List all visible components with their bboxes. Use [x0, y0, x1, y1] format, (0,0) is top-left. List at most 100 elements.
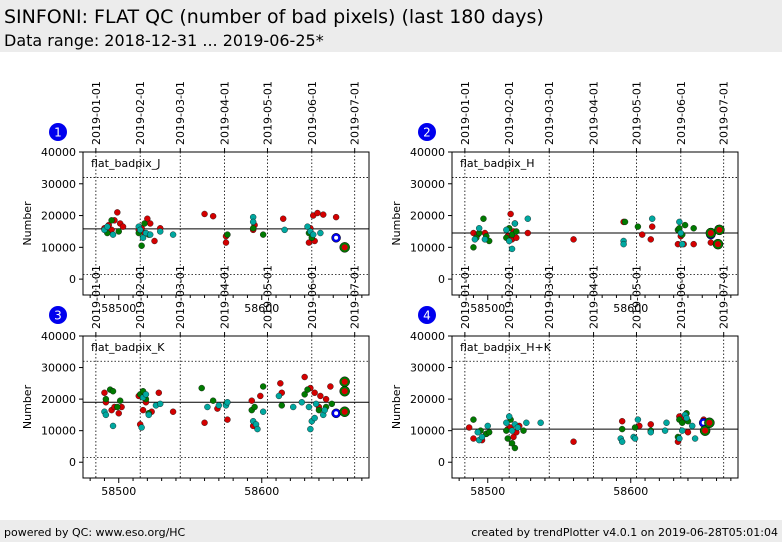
panel-4: 2019-01-01 2019-02-01 2019-03-01 2019-04-01… — [390, 265, 739, 498]
data-point-cyan — [503, 419, 510, 426]
data-point-green — [621, 218, 629, 226]
data-point-cyan — [307, 425, 314, 433]
data-point-red — [280, 215, 287, 222]
data-point-green — [249, 225, 257, 232]
data-point-cyan — [310, 231, 317, 238]
data-point-red — [147, 220, 154, 227]
date-tick-label: 2019-05-01 — [261, 81, 274, 145]
data-point-cyan — [471, 236, 479, 243]
data-point-green — [115, 228, 122, 235]
date-tick-label: 2019-07-01 — [718, 81, 731, 145]
data-point-red — [169, 408, 177, 415]
data-point-green — [508, 440, 516, 447]
data-point-cyan — [249, 218, 257, 226]
data-point-cyan — [254, 425, 261, 433]
data-point-green — [109, 388, 117, 395]
y-axis-label: Number — [21, 201, 34, 246]
data-point-cyan — [109, 231, 117, 238]
x-tick-label: 58500 — [101, 302, 136, 315]
date-tick-label: 2019-02-01 — [503, 81, 516, 145]
data-point-red — [248, 397, 255, 404]
data-point-green — [470, 244, 477, 251]
data-point-cyan — [663, 419, 670, 426]
y-tick-label: 30000 — [41, 178, 76, 191]
data-point-cyan — [259, 408, 267, 415]
data-point-red — [201, 419, 208, 426]
data-point-cyan — [298, 399, 305, 406]
x-tick-label: 58500 — [470, 302, 505, 315]
data-point-red — [320, 211, 327, 218]
data-point-cyan — [305, 403, 313, 411]
panel-number-badge — [418, 306, 436, 324]
highlight-point-inner — [706, 419, 713, 426]
y-tick-label: 10000 — [41, 241, 76, 254]
data-point-cyan — [311, 414, 318, 422]
footer-bar: powered by QC: www.eso.org/HC created by… — [0, 520, 782, 542]
data-point-cyan — [204, 403, 211, 411]
y-tick-label: 10000 — [410, 241, 445, 254]
plot-frame — [82, 151, 370, 296]
data-point-cyan — [104, 223, 111, 230]
data-point-cyan — [631, 435, 639, 442]
data-point-cyan — [523, 419, 530, 426]
date-tick-label: 2019-02-01 — [503, 265, 516, 329]
y-tick-label: 30000 — [41, 362, 76, 375]
data-point-cyan — [474, 429, 481, 436]
data-point-cyan — [676, 218, 683, 226]
data-point-red — [638, 231, 646, 238]
panel-label: flat_badpix_J — [91, 157, 160, 170]
data-point-red — [115, 410, 122, 417]
data-point-green — [480, 215, 487, 222]
data-point-red — [311, 389, 318, 396]
date-tick-label: 2019-01-01 — [459, 81, 472, 145]
data-point-red — [465, 424, 473, 431]
chart-area: 2019-01-01 2019-02-01 2019-03-01 2019-04-01… — [21, 81, 739, 498]
data-point-cyan — [679, 240, 686, 248]
data-point-cyan — [145, 411, 152, 419]
y-tick-label: 30000 — [410, 178, 445, 191]
data-point-green — [108, 217, 115, 224]
data-point-red — [647, 236, 654, 243]
data-point-red — [257, 392, 264, 400]
data-point-red — [470, 435, 477, 442]
y-tick-label: 40000 — [410, 330, 445, 343]
highlight-point-inner — [341, 378, 348, 385]
panel-number: 4 — [423, 309, 431, 323]
data-point-green — [116, 397, 124, 404]
data-point-green — [304, 386, 311, 393]
data-point-cyan — [281, 226, 288, 234]
date-tick-label: 2019-01-01 — [90, 81, 103, 145]
panel-number: 1 — [54, 126, 62, 140]
data-point-cyan — [142, 391, 150, 398]
date-tick-label: 2019-07-01 — [349, 81, 362, 145]
data-point-green — [102, 395, 110, 403]
latest-point-center — [334, 235, 339, 240]
data-point-green — [315, 406, 323, 414]
data-range-subtitle: Data range: 2018-12-31 ... 2019-06-25* — [4, 31, 324, 50]
data-point-red — [119, 223, 127, 230]
data-point-cyan — [317, 229, 324, 237]
date-tick-label: 2019-05-01 — [261, 265, 274, 329]
panel-1: 2019-01-01 2019-02-01 2019-03-01 2019-04-01… — [21, 81, 370, 315]
data-point-cyan — [484, 422, 491, 430]
data-point-cyan — [275, 392, 283, 400]
y-tick-label: 20000 — [410, 210, 445, 223]
plot-frame — [451, 151, 739, 296]
data-point-cyan — [506, 413, 513, 420]
data-point-cyan — [620, 240, 627, 248]
data-point-red — [332, 213, 340, 221]
data-point-cyan — [321, 406, 328, 414]
y-tick-label: 0 — [438, 273, 445, 286]
data-point-green — [681, 221, 689, 229]
panel-2: 2019-01-01 2019-02-01 2019-03-01 2019-04-01… — [390, 81, 739, 315]
highlight-point-inner — [707, 230, 714, 237]
data-point-cyan — [312, 400, 320, 408]
data-point-cyan — [147, 231, 154, 238]
header-bar: SINFONI: FLAT QC (number of bad pixels) … — [0, 0, 782, 52]
y-tick-label: 40000 — [410, 146, 445, 159]
data-point-cyan — [169, 231, 177, 238]
data-point-cyan — [481, 236, 489, 243]
data-point-cyan — [136, 226, 144, 234]
panel-number-badge — [49, 306, 67, 324]
x-tick-label: 58500 — [470, 485, 505, 498]
